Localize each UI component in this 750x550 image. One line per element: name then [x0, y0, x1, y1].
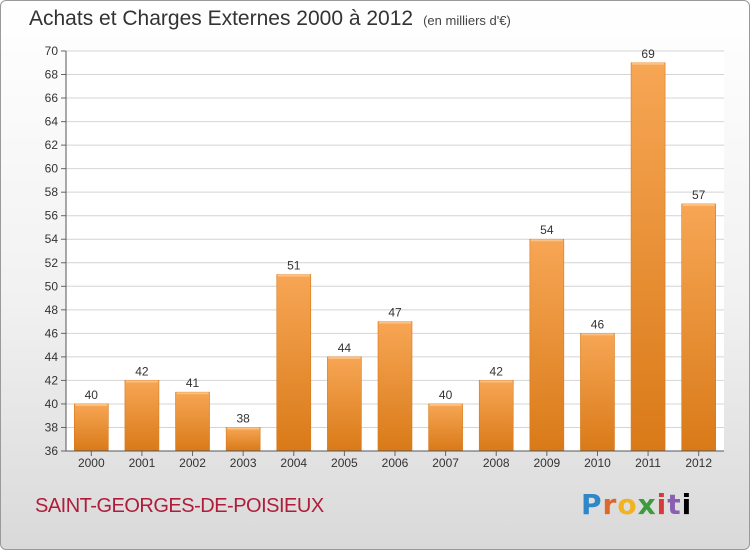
data-label: 40	[85, 388, 99, 402]
bar-highlight	[581, 333, 614, 336]
y-tick-label: 52	[45, 256, 59, 270]
bar	[327, 356, 362, 452]
bar-highlight	[75, 403, 108, 406]
x-tick-label: 2004	[280, 456, 307, 470]
x-tick-label: 2007	[432, 456, 459, 470]
y-tick-label: 54	[45, 232, 59, 246]
data-label: 42	[490, 364, 504, 378]
title-unit: (en milliers d'€)	[423, 13, 511, 28]
data-label: 47	[388, 306, 402, 320]
x-tick-label: 2000	[78, 456, 105, 470]
bar-highlight	[429, 403, 462, 406]
bar	[681, 203, 716, 452]
bar	[377, 321, 413, 452]
y-tick-label: 42	[45, 373, 59, 387]
bar-highlight	[227, 427, 260, 430]
bar-highlight	[176, 392, 209, 395]
y-tick-label: 64	[45, 115, 59, 129]
data-label: 54	[540, 223, 554, 237]
data-label: 38	[236, 411, 250, 425]
chart-title: Achats et Charges Externes 2000 à 2012 (e…	[29, 7, 511, 31]
logo-letter: o	[617, 488, 638, 521]
bar-highlight	[125, 380, 158, 383]
y-tick-label: 56	[45, 209, 59, 223]
bar	[580, 333, 615, 452]
x-tick-label: 2002	[179, 456, 206, 470]
x-tick-label: 2003	[230, 456, 257, 470]
commune-name: SAINT-GEORGES-DE-POISIEUX	[35, 495, 324, 517]
logo-letter: P	[581, 488, 603, 521]
y-tick-label: 48	[45, 303, 59, 317]
x-tick-label: 2001	[129, 456, 156, 470]
title-text: Achats et Charges Externes 2000 à 2012	[29, 7, 414, 30]
data-label: 42	[135, 364, 149, 378]
data-label: 44	[338, 341, 352, 355]
bar	[74, 403, 109, 452]
bar	[630, 62, 666, 452]
bar	[124, 380, 160, 452]
logo-letter: i	[656, 488, 668, 521]
x-tick-label: 2010	[584, 456, 611, 470]
y-tick-label: 46	[45, 326, 59, 340]
y-tick-label: 70	[45, 44, 59, 58]
bar-highlight	[530, 239, 563, 242]
data-label: 69	[641, 47, 655, 61]
data-label: 46	[591, 317, 605, 331]
bar-highlight	[480, 380, 513, 383]
y-tick-label: 38	[45, 420, 59, 434]
data-label: 57	[692, 188, 706, 202]
y-tick-label: 62	[45, 138, 59, 152]
bar	[478, 380, 514, 452]
y-tick-label: 40	[45, 397, 59, 411]
bar-highlight	[328, 356, 361, 359]
logo-letter: x	[637, 488, 657, 521]
bar	[175, 391, 210, 452]
bar	[428, 403, 463, 452]
x-tick-label: 2006	[382, 456, 409, 470]
bar	[529, 238, 565, 452]
bar-highlight	[632, 62, 665, 65]
proxiti-logo: Proxiti	[581, 488, 692, 521]
bar-highlight	[682, 203, 715, 206]
y-tick-label: 50	[45, 279, 59, 293]
logo-letter: i	[681, 488, 693, 521]
y-tick-label: 60	[45, 162, 59, 176]
logo-letter: r	[602, 488, 618, 521]
data-label: 41	[186, 376, 200, 390]
bar-highlight	[277, 274, 310, 277]
x-tick-label: 2011	[635, 456, 661, 470]
y-tick-label: 58	[45, 185, 59, 199]
y-tick-label: 68	[45, 68, 59, 82]
bar-highlight	[379, 321, 411, 324]
logo-letter: t	[667, 488, 682, 521]
x-tick-label: 2012	[685, 456, 712, 470]
data-label: 51	[287, 259, 301, 273]
y-tick-label: 44	[45, 350, 59, 364]
data-label: 40	[439, 388, 453, 402]
y-tick-label: 66	[45, 91, 59, 105]
bar	[225, 427, 261, 452]
bar	[276, 274, 312, 452]
y-tick-label: 36	[45, 444, 59, 458]
x-tick-label: 2005	[331, 456, 358, 470]
x-tick-label: 2008	[483, 456, 510, 470]
x-tick-label: 2009	[533, 456, 560, 470]
